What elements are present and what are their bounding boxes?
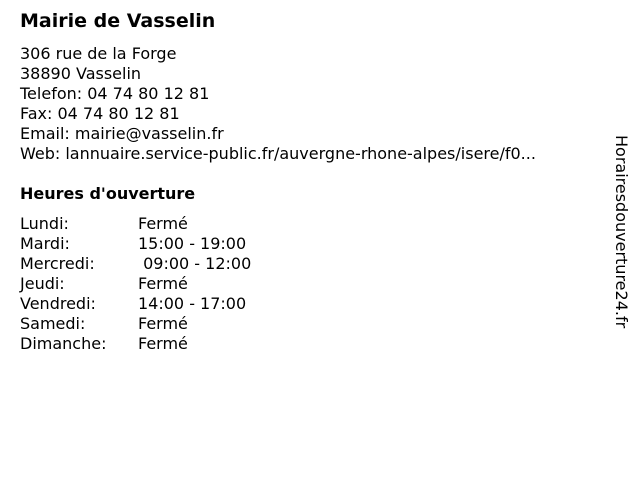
street: 306 rue de la Forge	[20, 44, 177, 63]
time: Fermé	[138, 214, 188, 233]
hours-heading: Heures d'ouverture	[20, 184, 196, 203]
time: Fermé	[138, 274, 188, 293]
hours-row: Lundi: Fermé	[20, 214, 251, 234]
day: Jeudi:	[20, 274, 65, 293]
watermark: Horairesdouverture24.fr	[612, 135, 631, 329]
time: Fermé	[138, 334, 188, 353]
city: 38890 Vasselin	[20, 64, 142, 83]
time: Fermé	[138, 314, 188, 333]
email: Email: mairie@vasselin.fr	[20, 124, 224, 143]
hours-row: Mercredi: 09:00 - 12:00	[20, 254, 251, 274]
hours-table: Lundi: Fermé Mardi: 15:00 - 19:00 Mercredi…	[20, 214, 251, 354]
phone: Telefon: 04 74 80 12 81	[20, 84, 210, 103]
day: Mercredi:	[20, 254, 95, 273]
day: Samedi:	[20, 314, 86, 333]
page-title: Mairie de Vasselin	[20, 10, 216, 32]
fax: Fax: 04 74 80 12 81	[20, 104, 180, 123]
hours-row: Vendredi: 14:00 - 17:00	[20, 294, 251, 314]
address-block: 306 rue de la Forge 38890 Vasselin Telef…	[20, 44, 536, 164]
time: 14:00 - 17:00	[138, 294, 247, 313]
hours-row: Mardi: 15:00 - 19:00	[20, 234, 251, 254]
hours-row: Samedi: Fermé	[20, 314, 251, 334]
day: Vendredi:	[20, 294, 96, 313]
day: Dimanche:	[20, 334, 107, 353]
day: Mardi:	[20, 234, 70, 253]
time: 09:00 - 12:00	[138, 254, 252, 273]
hours-row: Dimanche: Fermé	[20, 334, 251, 354]
time: 15:00 - 19:00	[138, 234, 247, 253]
day: Lundi:	[20, 214, 69, 233]
website: Web: lannuaire.service-public.fr/auvergn…	[20, 144, 536, 163]
hours-row: Jeudi: Fermé	[20, 274, 251, 294]
